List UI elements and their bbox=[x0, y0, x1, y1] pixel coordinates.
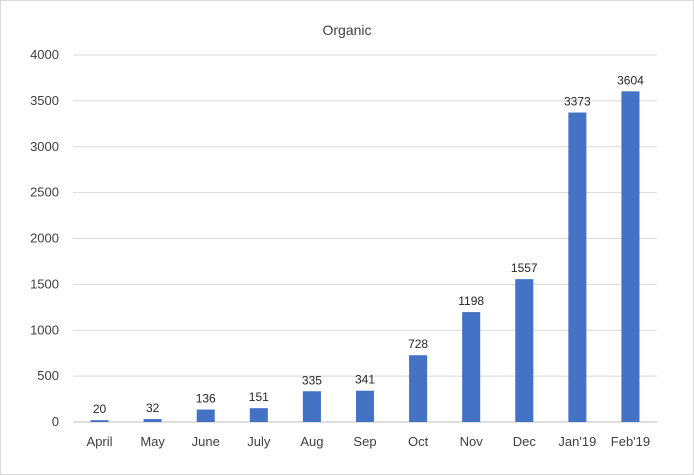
bar bbox=[409, 355, 428, 422]
x-tick-label: Dec bbox=[513, 434, 537, 449]
y-tick-label: 4000 bbox=[30, 47, 59, 62]
chart-title: Organic bbox=[322, 22, 371, 38]
x-tick-label: July bbox=[247, 434, 271, 449]
x-tick-label: Feb'19 bbox=[611, 434, 650, 449]
y-tick-label: 3000 bbox=[30, 139, 59, 154]
bar bbox=[196, 409, 215, 422]
x-tick-label: April bbox=[87, 434, 113, 449]
x-tick-label: Nov bbox=[460, 434, 484, 449]
x-tick-label: June bbox=[192, 434, 220, 449]
data-label: 728 bbox=[408, 337, 428, 351]
bar-series bbox=[90, 91, 640, 422]
x-tick-label: Sep bbox=[353, 434, 376, 449]
data-label: 3373 bbox=[564, 95, 591, 109]
bar bbox=[621, 91, 640, 422]
data-label: 136 bbox=[196, 392, 216, 406]
data-label: 1557 bbox=[511, 261, 538, 275]
x-tick-label: May bbox=[140, 434, 165, 449]
x-axis-tick-labels: April May June July Aug Sep Oct Nov Dec Jan'19 Feb… bbox=[87, 434, 651, 449]
y-tick-label: 0 bbox=[52, 414, 59, 429]
data-label: 3604 bbox=[617, 73, 644, 87]
bar bbox=[568, 112, 587, 422]
bar bbox=[143, 419, 162, 422]
data-label: 1198 bbox=[458, 294, 484, 308]
y-tick-label: 2000 bbox=[30, 231, 59, 246]
bar bbox=[355, 390, 375, 422]
bar bbox=[90, 420, 109, 422]
y-tick-label: 2500 bbox=[30, 185, 59, 200]
gridlines bbox=[73, 54, 657, 423]
y-tick-label: 500 bbox=[37, 368, 59, 383]
data-label: 20 bbox=[93, 402, 107, 416]
y-tick-label: 1000 bbox=[30, 322, 59, 337]
bar bbox=[302, 391, 321, 422]
y-axis-tick-labels: 0 500 1000 1500 2000 2500 3000 3500 4000 bbox=[30, 47, 59, 429]
data-label: 32 bbox=[146, 401, 160, 415]
data-label: 151 bbox=[249, 390, 269, 404]
y-tick-label: 1500 bbox=[30, 276, 59, 291]
bar bbox=[249, 408, 268, 422]
x-tick-label: Jan'19 bbox=[558, 434, 596, 449]
x-tick-label: Oct bbox=[408, 434, 429, 449]
data-labels: 20 32 136 151 335 341 728 1198 1557 3373 3604 bbox=[93, 73, 644, 416]
x-tick-label: Aug bbox=[300, 434, 323, 449]
y-tick-label: 3500 bbox=[30, 93, 59, 108]
bar bbox=[462, 312, 481, 422]
data-label: 341 bbox=[355, 373, 375, 387]
data-label: 335 bbox=[302, 373, 322, 387]
bar bbox=[515, 279, 534, 422]
